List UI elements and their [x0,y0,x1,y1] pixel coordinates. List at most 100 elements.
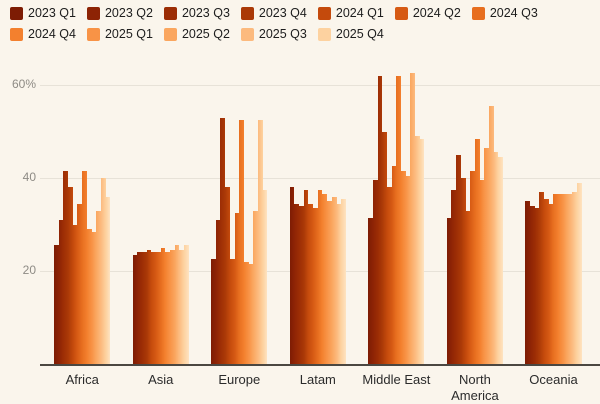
bar-north-america-2024-q4[interactable] [479,180,485,364]
bar-europe-2024-q1[interactable] [229,259,235,364]
bar-africa-2024-q4[interactable] [86,229,92,364]
bar-oceania-2023-q4[interactable] [539,191,545,364]
legend-label: 2024 Q4 [28,27,76,41]
bar-middle-east-2024-q3[interactable] [396,75,401,364]
bar-latam-2023-q3[interactable] [299,205,304,364]
bar-europe-2024-q4[interactable] [243,261,249,364]
bar-latam-2023-q2[interactable] [294,203,300,364]
bar-asia-2024-q4[interactable] [165,252,171,364]
bar-africa-2023-q2[interactable] [58,219,64,364]
bar-middle-east-2023-q4[interactable] [382,131,387,364]
bar-europe-2025-q1[interactable] [248,264,254,364]
legend-item-2025-q1[interactable]: 2025 Q1 [86,27,153,41]
bar-europe-2023-q1[interactable] [211,259,216,364]
bar-latam-2024-q4[interactable] [322,194,328,364]
bar-asia-2023-q2[interactable] [137,252,142,364]
legend-swatch [394,6,408,20]
legend-item-2024-q4[interactable]: 2024 Q4 [10,27,76,41]
bar-asia-2023-q1[interactable] [132,254,138,364]
bar-middle-east-2023-q2[interactable] [372,180,378,364]
bar-north-america-2023-q3[interactable] [456,154,461,364]
bar-middle-east-2025-q2[interactable] [410,73,416,364]
bar-asia-2024-q3[interactable] [160,247,166,364]
legend-item-2024-q1[interactable]: 2024 Q1 [317,6,384,20]
bar-europe-2024-q2[interactable] [234,212,240,364]
bar-africa-2025-q4[interactable] [105,196,111,364]
bar-oceania-2024-q1[interactable] [544,198,549,364]
bar-north-america-2024-q2[interactable] [470,171,475,364]
bar-africa-2024-q1[interactable] [72,224,78,364]
bar-oceania-2024-q3[interactable] [553,194,559,364]
bar-asia-2025-q1[interactable] [170,250,175,364]
bar-latam-2025-q1[interactable] [327,201,332,364]
bar-latam-2025-q4[interactable] [341,198,346,364]
bar-middle-east-2025-q3[interactable] [415,136,420,364]
bar-north-america-2025-q4[interactable] [498,157,503,364]
bar-latam-2024-q3[interactable] [317,189,323,364]
bar-africa-2023-q4[interactable] [68,187,73,364]
bar-africa-2023-q3[interactable] [63,171,69,364]
bar-north-america-2025-q2[interactable] [488,105,494,364]
x-axis-line [40,364,600,366]
bar-oceania-2025-q3[interactable] [572,191,577,364]
bar-oceania-2025-q2[interactable] [567,194,573,364]
bar-latam-2024-q2[interactable] [313,208,318,364]
legend-item-2023-q2[interactable]: 2023 Q2 [86,6,153,20]
bar-asia-2024-q2[interactable] [155,252,161,364]
bar-europe-2023-q3[interactable] [220,117,226,364]
legend-item-2024-q3[interactable]: 2024 Q3 [471,6,538,20]
bar-africa-2023-q1[interactable] [54,245,59,364]
bar-europe-2025-q2[interactable] [253,210,258,364]
legend-swatch [317,6,331,20]
bar-oceania-2025-q1[interactable] [562,194,568,364]
bar-africa-2025-q2[interactable] [96,210,101,364]
bar-africa-2024-q3[interactable] [82,171,87,364]
bar-europe-2023-q4[interactable] [225,187,230,364]
bar-europe-2023-q2[interactable] [215,219,221,364]
bar-africa-2025-q3[interactable] [100,178,106,364]
bar-asia-2023-q3[interactable] [141,252,147,364]
legend-item-2023-q3[interactable]: 2023 Q3 [163,6,230,20]
bar-europe-2025-q4[interactable] [262,189,268,364]
bar-asia-2025-q4[interactable] [184,245,189,364]
bar-oceania-2025-q4[interactable] [576,182,582,364]
bar-latam-2024-q1[interactable] [308,203,314,364]
bar-latam-2023-q4[interactable] [303,189,309,364]
legend-item-2024-q2[interactable]: 2024 Q2 [394,6,461,20]
bar-asia-2025-q2[interactable] [174,245,180,364]
legend-item-2023-q4[interactable]: 2023 Q4 [240,6,307,20]
bar-asia-2023-q4[interactable] [146,250,152,364]
bar-asia-2024-q1[interactable] [151,252,156,364]
bar-africa-2024-q2[interactable] [77,203,83,364]
bar-oceania-2024-q2[interactable] [548,203,554,364]
bar-middle-east-2024-q1[interactable] [386,187,392,364]
bar-north-america-2024-q3[interactable] [474,138,480,364]
bar-north-america-2023-q1[interactable] [446,217,452,364]
bar-north-america-2024-q1[interactable] [465,210,471,364]
bar-north-america-2023-q4[interactable] [460,178,466,364]
bar-middle-east-2023-q1[interactable] [368,217,373,364]
bar-latam-2025-q2[interactable] [331,196,337,364]
bar-middle-east-2023-q3[interactable] [377,75,383,364]
bar-middle-east-2025-q1[interactable] [405,175,411,364]
bar-middle-east-2024-q2[interactable] [391,166,397,364]
legend-item-2025-q4[interactable]: 2025 Q4 [317,27,384,41]
legend-item-2025-q3[interactable]: 2025 Q3 [240,27,307,41]
bar-europe-2024-q3[interactable] [239,119,244,364]
bar-latam-2025-q3[interactable] [336,203,342,364]
legend-item-2023-q1[interactable]: 2023 Q1 [10,6,76,20]
bar-middle-east-2025-q4[interactable] [419,138,425,364]
bar-europe-2025-q3[interactable] [257,119,263,364]
bar-asia-2025-q3[interactable] [179,250,185,364]
bar-oceania-2024-q4[interactable] [558,194,563,364]
bar-oceania-2023-q3[interactable] [534,208,540,364]
bar-north-america-2023-q2[interactable] [451,189,457,364]
bar-latam-2023-q1[interactable] [289,187,295,364]
bar-oceania-2023-q1[interactable] [525,201,530,364]
bar-north-america-2025-q3[interactable] [493,152,499,364]
bar-oceania-2023-q2[interactable] [529,205,535,364]
bar-middle-east-2024-q4[interactable] [401,171,406,364]
legend-item-2025-q2[interactable]: 2025 Q2 [163,27,230,41]
bar-africa-2025-q1[interactable] [91,231,97,364]
bar-north-america-2025-q1[interactable] [484,147,489,364]
